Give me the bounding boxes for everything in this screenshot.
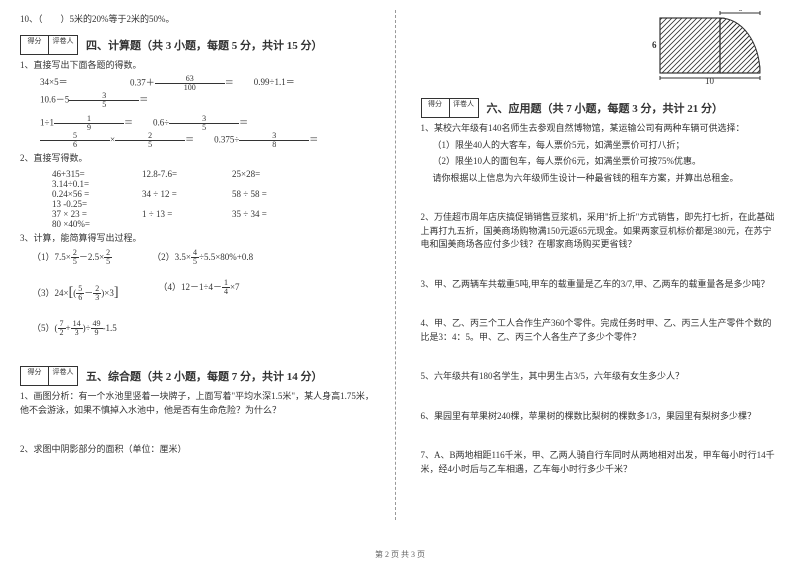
math-row1: 34×5＝ 0.37＋63100＝ 0.99÷1.1＝ 10.6－535＝ xyxy=(40,75,380,109)
score-label: 得分 xyxy=(21,36,49,54)
s6-q1d: 请你根据以上信息为六年级师生设计一种最省钱的租车方案，并算出总租金。 xyxy=(433,172,781,186)
scorebox: 得分 评卷人 xyxy=(20,35,78,55)
s4-q2: 2、直接写得数。 xyxy=(20,152,380,166)
s6-q7: 7、A、B两地相距116千米，甲、乙两人骑自行车同时从两地相对出发，甲车每小时行… xyxy=(421,449,781,476)
s6-q1b: （1）限坐40人的大客车，每人票价5元，如满坐票价可打八折； xyxy=(433,139,781,153)
section-5-header: 得分 评卷人 五、综合题（共 2 小题，每题 7 分，共计 14 分） xyxy=(20,366,380,386)
s4-q1: 1、直接写出下面各题的得数。 xyxy=(20,59,380,73)
svg-text:10: 10 xyxy=(705,76,715,85)
s6-q1a: 1、某校六年级有140名师生去参观自然博物馆，某运输公司有两种车辆可供选择： xyxy=(421,122,781,136)
s6-q4: 4、甲、乙、丙三个工人合作生产360个零件。完成任务时甲、乙、丙三人生产零件个数… xyxy=(421,317,781,344)
s4-q2a: 46+315=12.8-7.6=25×28=3.14÷0.1= 0.24×56 … xyxy=(32,169,380,229)
grader-label: 评卷人 xyxy=(49,36,77,54)
section-5-title: 五、综合题（共 2 小题，每题 7 分，共计 14 分） xyxy=(86,368,323,384)
question-10: 10、（ ）5米的20%等于2米的50%。 xyxy=(20,13,380,27)
section-6-title: 六、应用题（共 7 小题，每题 3 分，共计 21 分） xyxy=(487,100,724,116)
left-column: 10、（ ）5米的20%等于2米的50%。 得分 评卷人 四、计算题（共 3 小… xyxy=(20,10,396,520)
math-row2: 1÷119＝ 0.6÷35＝ 56×25＝ 0.375÷38＝ xyxy=(40,115,380,149)
section-4-header: 得分 评卷人 四、计算题（共 3 小题，每题 5 分，共计 15 分） xyxy=(20,35,380,55)
section-6-header: 得分 评卷人 六、应用题（共 7 小题，每题 3 分，共计 21 分） xyxy=(421,98,781,118)
s6-q2: 2、万佳超市周年店庆搞促销销售豆浆机，采用"折上折"方式销售，即先打七折，在此基… xyxy=(421,211,781,252)
s4-q3: 3、计算，能简算得写出过程。 xyxy=(20,232,380,246)
geometry-diagram: 6 6 10 xyxy=(650,10,770,85)
scorebox: 得分 评卷人 xyxy=(421,98,479,118)
s4-calc: （1）7.5×25－2.5×25 （2）3.5×45÷5.5×80%+0.8 （… xyxy=(32,248,380,338)
s6-q1c: （2）限坐10人的面包车，每人票价6元，如满坐票价可按75%优惠。 xyxy=(433,155,781,169)
svg-text:6: 6 xyxy=(738,10,743,13)
s5-q1: 1、画图分析：有一个水池里竖着一块牌子，上面写着"平均水深1.5米"，某人身高1… xyxy=(20,390,380,417)
scorebox: 得分 评卷人 xyxy=(20,366,78,386)
s6-q3: 3、甲、乙两辆车共载重5吨,甲车的载重量是乙车的3/7,甲、乙两车的载重量各是多… xyxy=(421,278,781,292)
right-column: 6 6 10 得分 评卷人 六、应用题（共 7 小题，每题 3 分，共计 21 … xyxy=(416,10,781,520)
s6-q6: 6、果园里有苹果树240棵，苹果树的棵数比梨树的棵数多1/3，果园里有梨树多少棵… xyxy=(421,410,781,424)
page-footer: 第 2 页 共 3 页 xyxy=(0,549,800,560)
svg-text:6: 6 xyxy=(652,40,657,50)
section-4-title: 四、计算题（共 3 小题，每题 5 分，共计 15 分） xyxy=(86,37,323,53)
s5-q2: 2、求图中阴影部分的面积（单位：厘米） xyxy=(20,443,380,457)
s6-q5: 5、六年级共有180名学生，其中男生占3/5，六年级有女生多少人？ xyxy=(421,370,781,384)
